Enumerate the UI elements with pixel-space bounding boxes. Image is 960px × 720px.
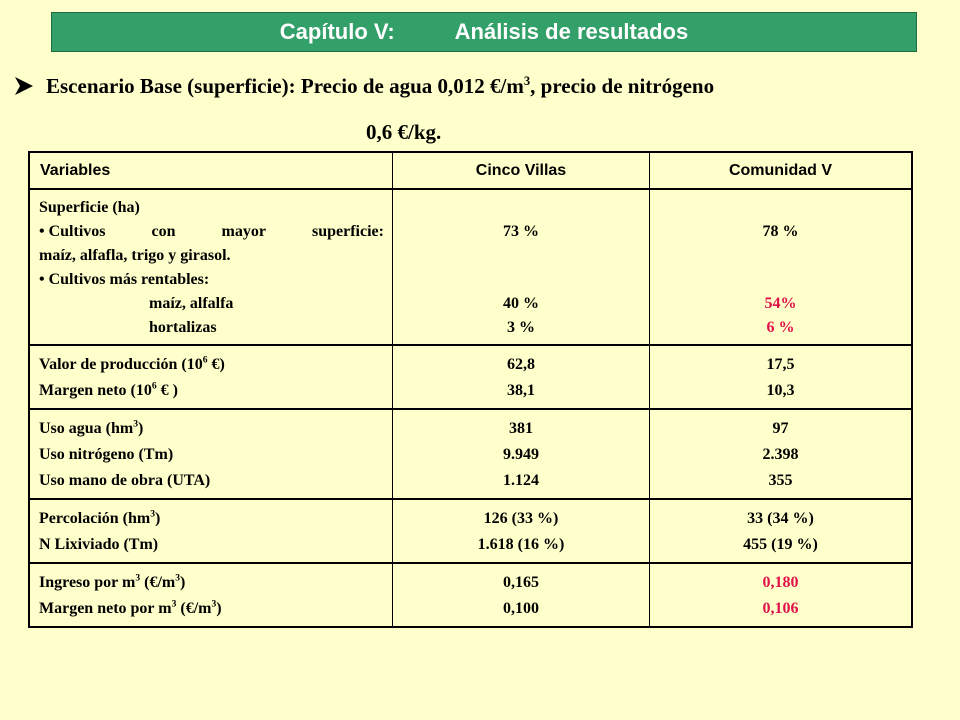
cell-produccion-comunidad: 17,5 10,3 [649, 345, 913, 410]
cell-percolacion-label: Percolación (hm3) N Lixiviado (Tm) [29, 499, 393, 564]
header-comunidad-v: Comunidad V [649, 152, 913, 190]
arrow-bullet-icon [15, 77, 33, 95]
cell-ingreso-cinco-villas: 0,165 0,100 [392, 563, 650, 627]
cell-superficie-label: Superficie (ha) • Cultivos con mayor superf… [29, 189, 393, 346]
table-row-uso: Uso agua (hm3) Uso nitrógeno (Tm) Uso ma… [29, 409, 913, 500]
cell-percolacion-comunidad: 33 (34 %) 455 (19 %) [649, 499, 913, 564]
cell-superficie-comunidad: 78 % 54% 6 % [649, 189, 913, 346]
cell-ingreso-label: Ingreso por m3 (€/m3) Margen neto por m3… [29, 563, 393, 627]
cell-produccion-label: Valor de producción (106 €) Margen neto … [29, 345, 393, 410]
cell-produccion-cinco-villas: 62,8 38,1 [392, 345, 650, 410]
bullet-mayor-superficie: • Cultivos con mayor superficie: [39, 223, 384, 240]
cell-uso-comunidad: 97 2.398 355 [649, 409, 913, 500]
table-row-ingreso: Ingreso por m3 (€/m3) Margen neto por m3… [29, 563, 913, 627]
results-table: Variables Cinco Villas Comunidad V Super… [28, 151, 913, 628]
table-header-row: Variables Cinco Villas Comunidad V [29, 152, 913, 190]
scenario-line-1: Escenario Base (superficie): Precio de a… [46, 74, 715, 98]
cell-superficie-cinco-villas: 73 % 40 % 3 % [392, 189, 650, 346]
cell-uso-label: Uso agua (hm3) Uso nitrógeno (Tm) Uso ma… [29, 409, 393, 500]
chapter-label: Capítulo V: [279, 19, 395, 44]
scenario-line-2: 0,6 €/kg. [366, 120, 442, 144]
cell-ingreso-comunidad: 0,180 0,106 [649, 563, 913, 627]
table-row-percolacion: Percolación (hm3) N Lixiviado (Tm) 126 (… [29, 499, 913, 564]
cell-percolacion-cinco-villas: 126 (33 %) 1.618 (16 %) [392, 499, 650, 564]
chapter-title: Análisis de resultados [454, 19, 689, 44]
table-row-superficie: Superficie (ha) • Cultivos con mayor superf… [29, 189, 913, 346]
cell-uso-cinco-villas: 381 9.949 1.124 [392, 409, 650, 500]
header-variables: Variables [29, 152, 393, 190]
chapter-title-bar: Capítulo V: Análisis de resultados [51, 12, 917, 52]
table-row-produccion: Valor de producción (106 €) Margen neto … [29, 345, 913, 410]
header-cinco-villas: Cinco Villas [392, 152, 650, 190]
